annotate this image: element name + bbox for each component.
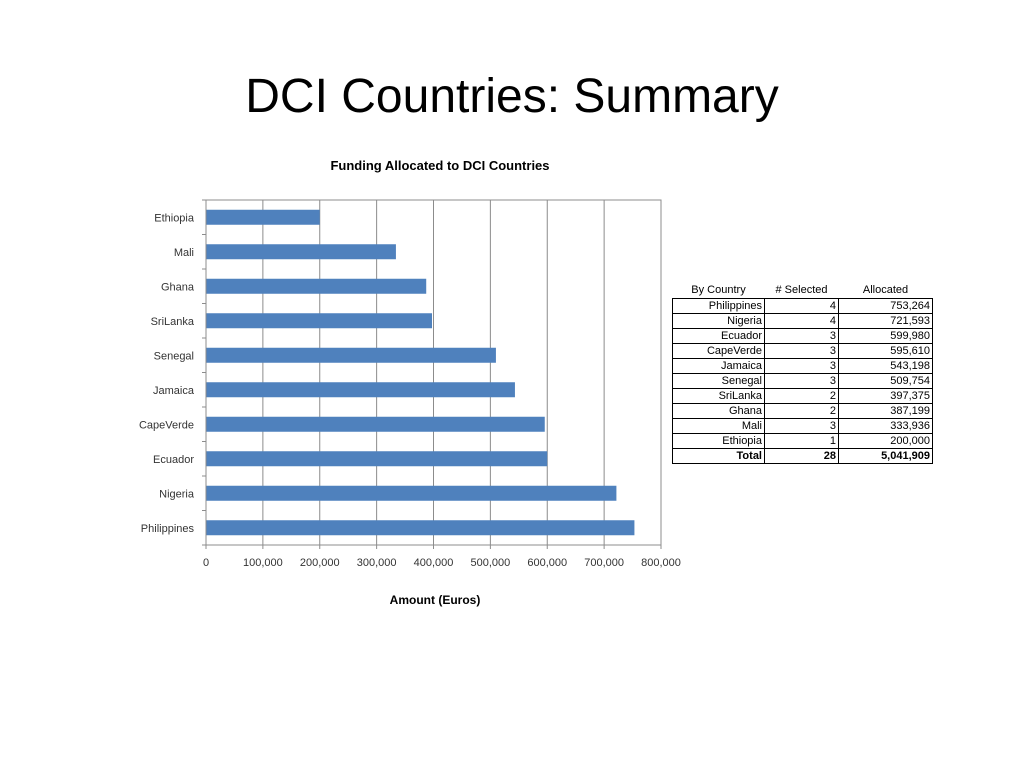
total-country-cell: Total [672,448,765,464]
header-selected: # Selected [775,284,828,296]
allocated-cell: 599,980 [838,328,933,344]
header-allocated: Allocated [862,284,909,296]
allocated-cell: 753,264 [838,298,933,314]
tick-labels: 0 100,000 200,000 300,000 400,000 500,000 600,… [203,557,681,569]
bar-jamaica [206,382,515,398]
category-label: Mali [174,247,194,259]
chart-title: Funding Allocated to DCI Countries [330,158,549,173]
country-cell: Ethiopia [672,433,765,449]
country-cell: Philippines [672,298,765,314]
table-body: Philippines 4 753,264 Nigeria 4 721,593 Ecuado… [672,298,933,464]
allocated-cell: 387,199 [838,403,933,419]
bar-nigeria [206,485,617,501]
country-cell: Nigeria [672,313,765,329]
bar-mali [206,244,396,260]
selected-cell: 1 [764,433,839,449]
funding-bar-chart: Funding Allocated to DCI Countries Ethio… [139,158,681,607]
x-tick-label: 700,000 [584,557,624,569]
allocated-cell: 721,593 [838,313,933,329]
x-tick-label: 0 [203,557,209,569]
table-row: Philippines 4 753,264 [672,298,933,314]
selected-cell: 2 [764,388,839,404]
table-row: CapeVerde 3 595,610 [672,343,933,359]
selected-cell: 3 [764,343,839,359]
bars [206,209,635,536]
selected-cell: 3 [764,373,839,389]
bar-ghana [206,278,427,294]
total-allocated-cell: 5,041,909 [838,448,933,464]
summary-table: By Country # Selected Allocated Philippi… [672,282,933,464]
selected-cell: 4 [764,298,839,314]
bar-senegal [206,347,496,363]
category-label: Philippines [141,523,195,535]
summary-table-container: By Country # Selected Allocated Philippi… [672,282,933,464]
selected-cell: 3 [764,328,839,344]
x-tick-label: 500,000 [470,557,510,569]
category-label: Jamaica [153,385,195,397]
country-cell: CapeVerde [672,343,765,359]
x-tick-label: 100,000 [243,557,283,569]
category-label: Ecuador [153,454,194,466]
category-label: Nigeria [159,488,195,500]
x-tick-label: 800,000 [641,557,681,569]
table-row: Senegal 3 509,754 [672,373,933,389]
x-tick-label: 300,000 [357,557,397,569]
allocated-cell: 397,375 [838,388,933,404]
axes [202,199,662,549]
table-total-row: Total 28 5,041,909 [672,448,933,464]
table-row: Ghana 2 387,199 [672,403,933,419]
header-by-country: By Country [691,284,746,296]
table-row: Nigeria 4 721,593 [672,313,933,329]
country-cell: Senegal [672,373,765,389]
bar-capeverde [206,416,545,432]
country-cell: Ecuador [672,328,765,344]
category-label: Ethiopia [154,212,195,224]
category-label: Senegal [154,350,194,362]
table-row: Jamaica 3 543,198 [672,358,933,374]
category-label: CapeVerde [139,419,194,431]
table-row: SriLanka 2 397,375 [672,388,933,404]
selected-cell: 2 [764,403,839,419]
category-label: Ghana [161,281,195,293]
total-selected-cell: 28 [764,448,839,464]
table-row: Ethiopia 1 200,000 [672,433,933,449]
category-labels: Ethiopia Mali Ghana SriLanka Senegal Jamaica C… [139,212,195,535]
x-tick-label: 200,000 [300,557,340,569]
selected-cell: 4 [764,313,839,329]
allocated-cell: 509,754 [838,373,933,389]
slide-title: DCI Countries: Summary [245,70,779,123]
bar-ethiopia [206,209,320,225]
bar-ecuador [206,451,548,467]
x-tick-label: 600,000 [527,557,567,569]
selected-cell: 3 [764,418,839,434]
table-row: Ecuador 3 599,980 [672,328,933,344]
country-cell: Ghana [672,403,765,419]
category-label: SriLanka [151,316,195,328]
table-row: Mali 3 333,936 [672,418,933,434]
allocated-cell: 333,936 [838,418,933,434]
country-cell: Jamaica [672,358,765,374]
allocated-cell: 595,610 [838,343,933,359]
x-tick-label: 400,000 [414,557,454,569]
country-cell: Mali [672,418,765,434]
table-header-row: By Country # Selected Allocated [673,282,933,299]
allocated-cell: 200,000 [838,433,933,449]
country-cell: SriLanka [672,388,765,404]
allocated-cell: 543,198 [838,358,933,374]
selected-cell: 3 [764,358,839,374]
bar-philippines [206,520,635,536]
x-axis-title: Amount (Euros) [390,593,481,607]
bar-srilanka [206,313,433,329]
